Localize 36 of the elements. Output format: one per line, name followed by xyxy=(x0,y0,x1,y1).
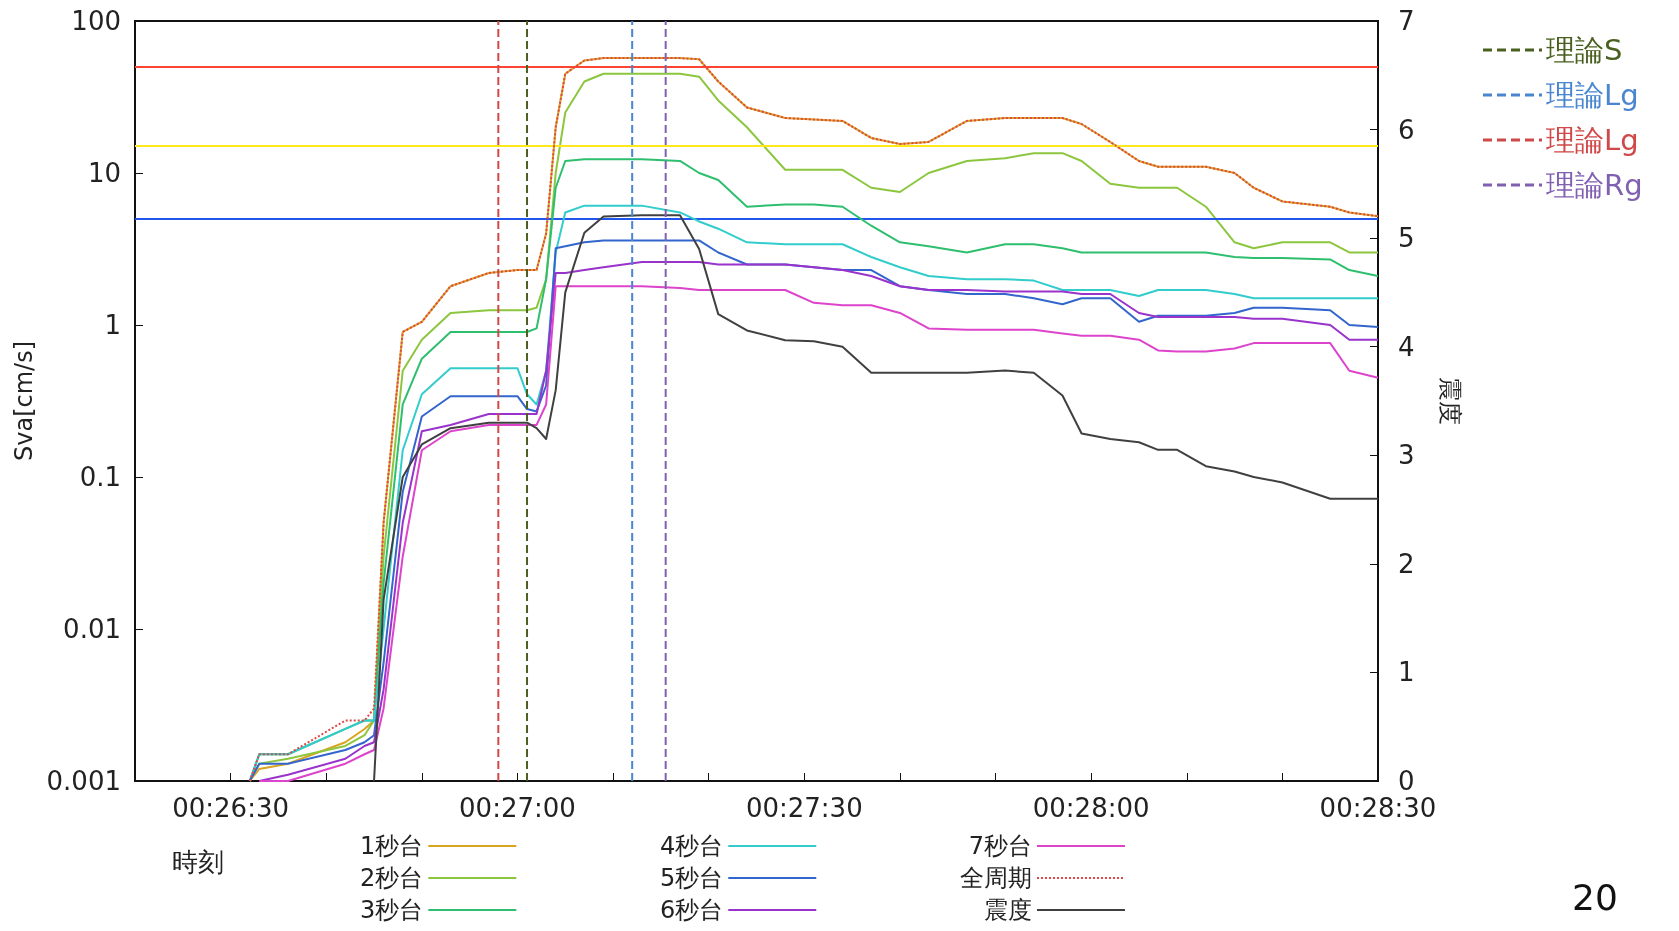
x-tick-label: 00:28:30 xyxy=(1319,793,1437,823)
y-tick-label: 10 xyxy=(87,158,121,188)
text: 20 xyxy=(1572,876,1618,918)
y-tick-label: 100 xyxy=(71,6,121,36)
y2-tick-label: 7 xyxy=(1398,6,1415,36)
x-tick-label: 00:28:00 xyxy=(1032,793,1150,823)
legend-label: 1秒台 xyxy=(359,832,424,860)
x-tick-label: 00:27:30 xyxy=(745,793,863,823)
legend-label: 全周期 xyxy=(960,864,1032,892)
y2-tick-label: 5 xyxy=(1398,223,1415,254)
y2-tick-label: 1 xyxy=(1398,657,1415,688)
y-tick-label: 1 xyxy=(104,310,121,340)
legend-label: 3秒台 xyxy=(359,896,424,924)
y-tick-label: 0.001 xyxy=(46,766,121,796)
text: 理論Rg xyxy=(1546,168,1643,202)
text: 理論Lg xyxy=(1546,78,1639,112)
y2-tick-label: 0 xyxy=(1398,766,1415,796)
y2-tick-label: 3 xyxy=(1398,440,1415,471)
legend-label: 6秒台 xyxy=(659,896,724,924)
y-axis-title: Sva[cm/s] xyxy=(9,340,38,462)
legend-label: 7秒台 xyxy=(968,832,1032,860)
x-tick-label: 00:27:00 xyxy=(459,793,576,823)
x-tick-label: 00:26:30 xyxy=(172,793,290,823)
y2-tick-label: 2 xyxy=(1398,548,1415,579)
x-axis-title: 時刻 xyxy=(172,847,224,877)
text: 理論S xyxy=(1546,33,1623,67)
y2-axis-title: 震度 xyxy=(1436,377,1464,425)
y2-tick-label: 6 xyxy=(1398,114,1415,145)
legend-label: 震度 xyxy=(984,896,1032,924)
legend-label: 5秒台 xyxy=(659,864,724,892)
y-tick-label: 0.01 xyxy=(63,614,121,644)
y-tick-label: 0.1 xyxy=(79,462,121,492)
text: 理論Lg xyxy=(1546,123,1639,157)
legend-label: 4秒台 xyxy=(659,832,724,860)
y2-tick-label: 4 xyxy=(1398,331,1415,362)
legend-label: 2秒台 xyxy=(359,864,424,892)
